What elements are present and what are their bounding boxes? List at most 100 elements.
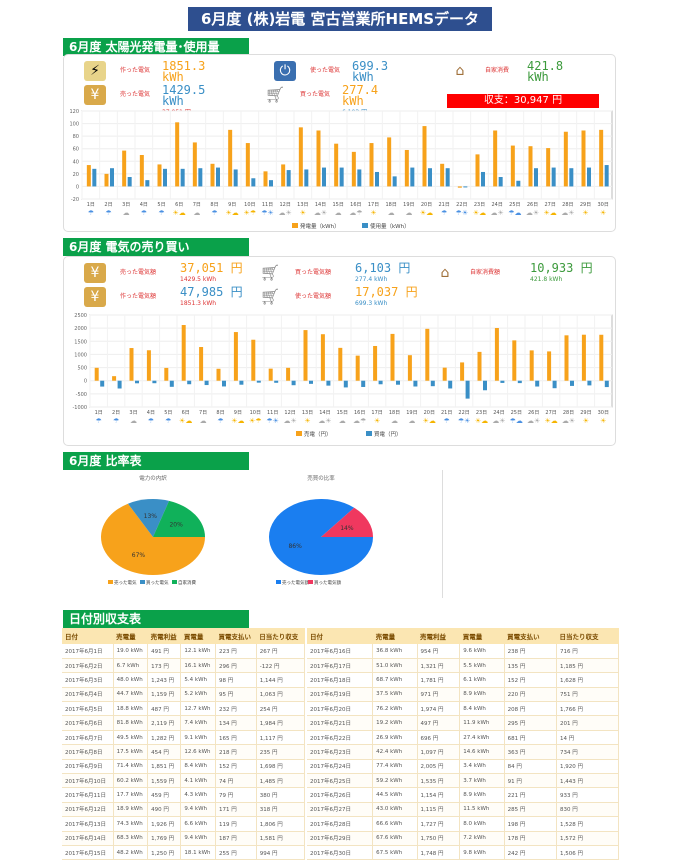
table-cell: 2017年6月15日 (62, 845, 114, 860)
table-row: 2017年6月7日 49.5 kWh 1,282 円 9.1 kWh 165 円 1,11… (62, 730, 306, 746)
table-cell: 60.2 kWh (113, 773, 149, 789)
series1-bar (210, 163, 215, 187)
table-cell: 1,154 円 (417, 787, 461, 803)
y-tick-label: 1000 (74, 352, 87, 358)
table-cell: 2017年6月1日 (62, 644, 114, 659)
pie-slice (153, 500, 205, 537)
series1-bar (422, 126, 427, 187)
x-tick-label: 14日 (319, 410, 330, 416)
table-cell: 2017年6月19日 (307, 687, 374, 703)
series2-bar (339, 167, 344, 187)
section-header-ratio: 6月度 比率表 (63, 452, 249, 470)
series1-bar (228, 129, 233, 187)
stat-self: ⌂ 自家消費 421.8 kWh (449, 60, 564, 83)
x-tick-label: 12日 (279, 202, 290, 208)
table-cell: 1,097 円 (417, 744, 461, 760)
weather-sun-icon: ☀ (304, 417, 310, 425)
weather-rain-icon: ☂ (441, 209, 447, 217)
stat-made: ⚡ 作った電気 1851.3 kWh (84, 60, 205, 83)
table-cell: 933 円 (556, 787, 619, 803)
weather-cloud-icon: ☁ (405, 209, 412, 217)
weather-sun-cloud-icon: ☀☁ (423, 417, 436, 425)
table-cell: 2017年6月26日 (307, 787, 374, 803)
series1-bar (369, 143, 374, 187)
column-header: 日当たり収支 (556, 628, 619, 644)
series2-bar (552, 380, 557, 389)
x-tick-label: 16日 (354, 410, 365, 416)
table-cell: 14.6 kWh (459, 744, 505, 760)
table-cell: 1,250 円 (147, 845, 182, 860)
table-cell: 66.6 kWh (372, 816, 418, 832)
table-cell: 76.2 kWh (372, 701, 418, 717)
table-cell: 1,063 円 (256, 687, 306, 703)
stat-unit: kWh (162, 94, 184, 108)
column-header: 日当たり収支 (256, 628, 305, 644)
weather-rain-sun-icon: ☂☀ (261, 209, 274, 217)
series1-bar (493, 130, 498, 187)
series2-bar (445, 168, 450, 187)
weather-rain-sun-icon: ☂☀ (458, 417, 471, 425)
y-tick-label: 60 (73, 147, 79, 153)
series2-bar (392, 176, 397, 187)
table-cell: 267 円 (256, 644, 306, 659)
x-tick-label: 18日 (389, 410, 400, 416)
weather-cloud-sun-icon: ☁☀ (562, 417, 575, 425)
x-tick-label: 23日 (476, 410, 487, 416)
table-cell: 4.3 kWh (180, 787, 216, 803)
yen-box-icon: ¥ (84, 263, 106, 283)
table-header-row: 日付 売電量 売電利益 買電量 買電支払い 日当たり収支 (307, 628, 619, 644)
pie-label: 14% (340, 525, 354, 532)
column-header: 買電量 (180, 628, 216, 644)
weather-rain-icon: ☂ (105, 209, 111, 217)
weather-cloud-icon: ☁ (130, 417, 137, 425)
table-cell: 49.5 kWh (113, 730, 149, 746)
table-row: 2017年6月22日 26.9 kWh 696 円 27.4 kWh 681 円 14 円 (307, 730, 619, 746)
series2-bar (361, 380, 366, 387)
weather-rain-icon: ☂ (217, 417, 223, 425)
y-tick-label: -1000 (72, 405, 87, 411)
table-row: 2017年6月30日 67.5 kWh 1,748 円 9.8 kWh 242 円 1,5… (307, 845, 619, 860)
table-cell: 2017年6月7日 (62, 730, 114, 746)
x-tick-label: 24日 (493, 410, 504, 416)
table-cell: 1,185 円 (556, 658, 619, 674)
series2-bar (448, 380, 453, 389)
weather-rain-icon: ☂ (141, 209, 147, 217)
pie-label: 20% (169, 522, 183, 529)
series1-bar (457, 186, 462, 188)
series2-bar (187, 380, 192, 385)
table-cell: 2017年6月6日 (62, 715, 114, 731)
table-cell: 954 円 (417, 644, 461, 659)
x-tick-label: 25日 (511, 410, 522, 416)
table-cell: 363 円 (504, 744, 558, 760)
series2-bar (465, 380, 470, 399)
table-cell: 1,144 円 (256, 672, 306, 688)
series2-bar (498, 177, 503, 187)
table-cell: 26.9 kWh (372, 730, 418, 746)
table-cell: 79 円 (215, 787, 257, 803)
series1-bar (563, 131, 568, 187)
table-cell: 491 円 (147, 644, 182, 659)
series2-bar (233, 169, 238, 187)
stat-kwh: 1851.3 kWh (180, 300, 217, 307)
weather-cloud-sun-icon: ☁☀ (527, 417, 540, 425)
series2-bar (135, 380, 139, 384)
stat-unit: kWh (352, 70, 374, 84)
legend-swatch (366, 431, 372, 436)
x-tick-label: 7日 (193, 202, 201, 208)
legend-label: 買った電気額 (314, 579, 341, 586)
legend-swatch (108, 580, 113, 584)
table-row: 2017年6月14日 68.3 kWh 1,769 円 9.4 kWh 187 円 1,5… (62, 831, 306, 846)
table-cell: 48.2 kWh (113, 845, 149, 860)
stat-unit: kWh (342, 94, 364, 108)
series2-bar (570, 380, 574, 386)
legend-swatch (140, 580, 145, 584)
legend-swatch (292, 223, 298, 228)
weather-sun-icon: ☀ (582, 209, 588, 217)
series2-bar (145, 180, 150, 187)
table-cell: 1,628 円 (556, 672, 619, 688)
table-cell: 1,920 円 (556, 759, 619, 775)
series2-bar (326, 380, 331, 386)
table-cell: 2017年6月27日 (307, 802, 374, 818)
series1-bar (512, 340, 517, 381)
y-tick-label: 40 (73, 159, 79, 165)
